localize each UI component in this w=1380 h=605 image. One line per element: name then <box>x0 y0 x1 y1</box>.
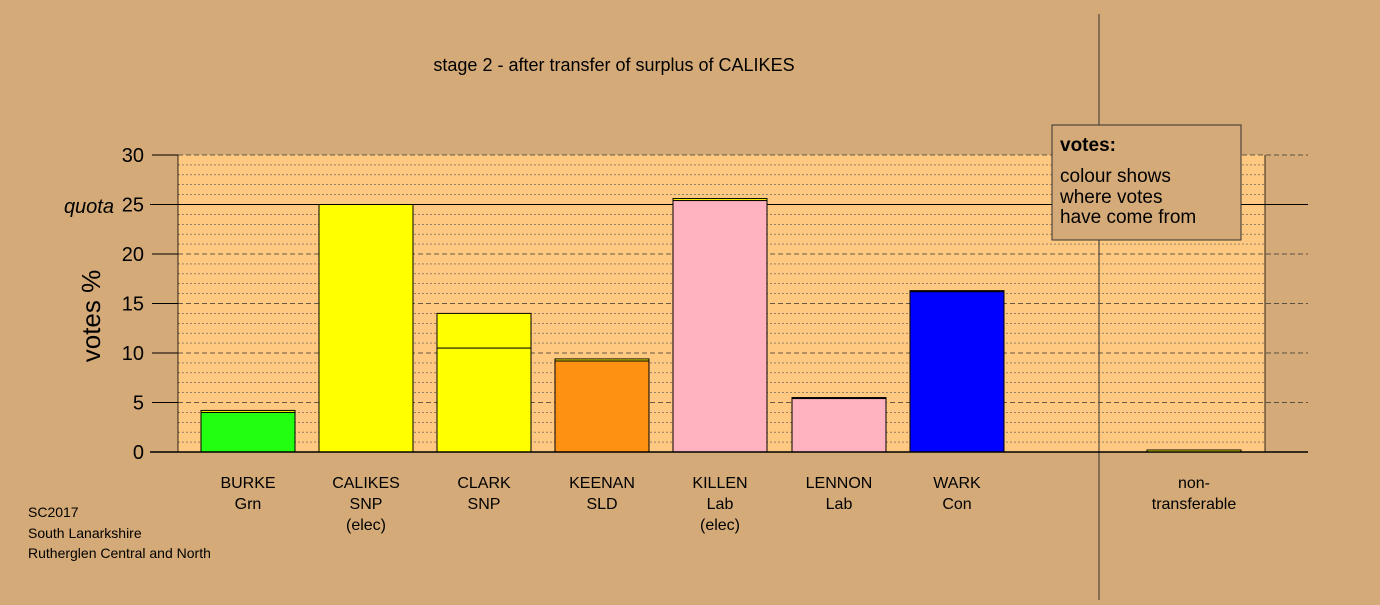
bar-killen-segment-0 <box>672 200 768 453</box>
legend-line-3: have come from <box>1060 207 1196 228</box>
x-label-burke-line-1: Grn <box>235 496 262 513</box>
bar-lennon-segment-0 <box>791 398 887 453</box>
x-label-calikes-line-2: (elec) <box>346 517 386 534</box>
x-label-killen-line-1: Lab <box>707 496 734 513</box>
x-label-calikes-line-1: SNP <box>350 496 383 513</box>
x-label-wark-line-1: Con <box>942 496 971 513</box>
x-label-clark-line-0: CLARK <box>457 475 511 492</box>
bar-killen-segment-1 <box>672 198 768 202</box>
x-label-non-transferable-line-1: transferable <box>1152 496 1237 513</box>
x-label-clark-line-1: SNP <box>468 496 501 513</box>
y-tick-label: 20 <box>122 244 144 266</box>
bar-wark-segment-1 <box>909 290 1005 293</box>
bar-calikes-segment-0 <box>318 204 414 453</box>
legend-line-2: where votes <box>1059 187 1162 208</box>
footer-line-3: Rutherglen Central and North <box>28 545 211 561</box>
x-label-lennon-line-0: LENNON <box>806 475 873 492</box>
x-label-non-transferable-line-0: non- <box>1178 475 1210 492</box>
footer-line-2: South Lanarkshire <box>28 524 142 541</box>
y-ticks: 0 5 10 15 20 25 30 <box>122 145 178 464</box>
legend-box <box>1051 124 1242 241</box>
bar-clark-segment-1 <box>436 312 532 349</box>
bar-lennon-segment-1 <box>791 397 887 400</box>
footer-line-1: SC2017 <box>28 504 79 520</box>
bar-burke-segment-0 <box>200 411 296 453</box>
bar-keenan-segment-1 <box>554 358 650 362</box>
legend: votes: colour shows where votes have com… <box>1051 124 1242 241</box>
x-label-burke-line-0: BURKE <box>220 475 275 492</box>
x-label-keenan-line-1: SLD <box>586 496 617 513</box>
bar-clark-segment-0 <box>436 347 532 453</box>
legend-line-1: colour shows <box>1060 166 1171 187</box>
quota-label: quota <box>64 196 114 218</box>
bar-keenan-segment-0 <box>554 360 650 453</box>
x-label-lennon-line-1: Lab <box>826 496 853 513</box>
bar-burke-segment-1 <box>200 409 296 413</box>
footer: SC2017 South Lanarkshire Rutherglen Cent… <box>28 502 211 564</box>
y-tick-label: 30 <box>122 145 144 167</box>
x-labels: BURKE Grn CALIKES SNP (elec) CLARK SNP KEENAN SL… <box>220 475 1236 534</box>
x-label-killen-line-0: KILLEN <box>692 475 747 492</box>
y-tick-label: 0 <box>133 442 144 464</box>
legend-title: votes: <box>1060 135 1116 156</box>
bars-layer <box>200 198 1242 453</box>
chart-title: stage 2 - after transfer of surplus of C… <box>433 55 794 75</box>
y-tick-label: 25 <box>122 195 144 217</box>
y-tick-label: 5 <box>133 393 144 415</box>
bar-wark-segment-0 <box>909 291 1005 453</box>
x-label-keenan-line-0: KEENAN <box>569 475 635 492</box>
x-label-killen-line-2: (elec) <box>700 517 740 534</box>
x-label-calikes-line-0: CALIKES <box>332 475 400 492</box>
y-tick-label: 15 <box>122 294 144 316</box>
y-tick-label: 10 <box>122 343 144 365</box>
y-axis-label: votes % <box>76 270 106 363</box>
x-label-wark-line-0: WARK <box>933 475 981 492</box>
